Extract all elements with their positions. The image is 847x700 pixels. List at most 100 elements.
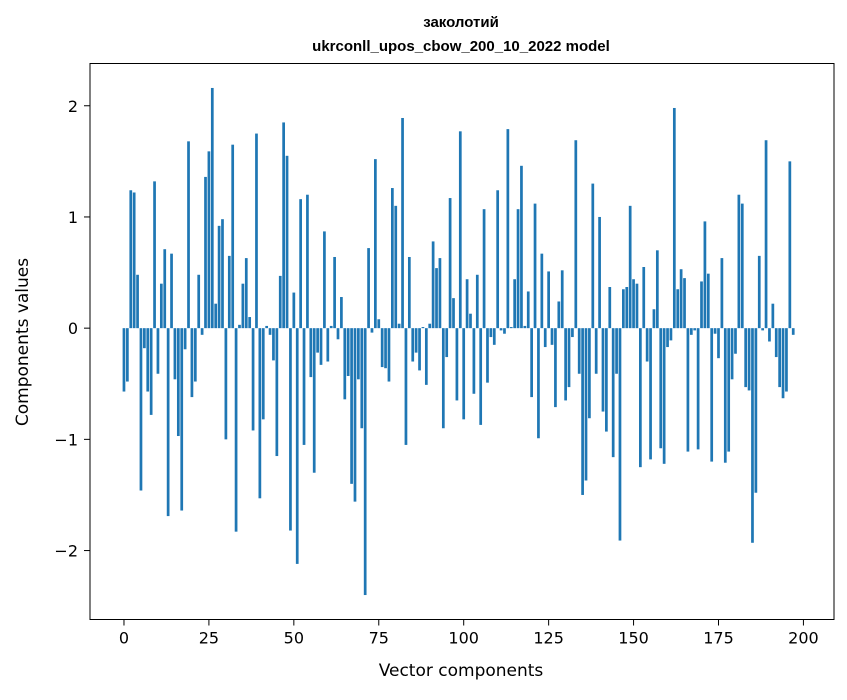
bar-52 [299,199,302,329]
bar-89 [424,328,428,385]
bar-179 [730,328,734,380]
bar-84 [407,256,411,329]
bar-11 [159,283,163,329]
bar-167 [689,328,693,335]
bar-171 [703,221,707,329]
bar-152 [639,328,642,468]
bar-63 [336,328,340,340]
bar-18 [183,328,187,350]
bar-48 [285,155,289,329]
chart-title: заколотий [423,14,499,31]
bar-155 [649,328,652,460]
bar-121 [533,203,537,329]
bar-186 [754,328,758,493]
bar-68 [353,328,357,502]
bar-187 [757,255,761,329]
bar-195 [785,328,788,392]
bar-132 [571,328,574,338]
y-tick-label: 2 [68,97,78,116]
bar-125 [547,271,550,329]
bar-128 [557,301,561,329]
bar-22 [197,274,201,329]
bar-42 [265,325,269,329]
bar-4 [136,274,139,329]
bar-53 [302,328,306,445]
bar-123 [540,253,544,329]
bar-29 [221,219,224,329]
x-tick-label: 150 [618,629,649,648]
bar-196 [788,161,792,329]
bar-150 [632,279,635,329]
bar-54 [306,194,309,329]
bar-117 [520,165,523,329]
bar-93 [438,258,442,329]
bar-88 [421,327,425,329]
plot-frame [89,63,835,620]
bar-142 [605,328,608,432]
bar-184 [747,328,751,391]
bar-108 [489,328,493,338]
bar-107 [486,328,489,383]
bar-3 [132,192,136,329]
bar-5 [139,328,143,491]
bar-144 [611,328,615,458]
bar-83 [404,328,408,445]
bar-94 [441,328,445,429]
x-tick-label: 75 [369,629,389,648]
bar-70 [360,328,364,429]
bar-58 [319,328,323,365]
bar-43 [268,328,272,335]
bar-137 [588,328,591,419]
bar-168 [693,328,697,331]
bar-164 [679,269,683,329]
bar-139 [594,328,598,374]
x-tick-label: 175 [703,629,734,648]
bar-87 [418,328,421,371]
y-tick-label: −1 [54,430,78,449]
bar-178 [727,328,731,452]
bar-190 [768,328,771,342]
bar-44 [272,328,275,361]
bar-181 [737,194,741,329]
bar-193 [778,328,781,388]
bar-122 [537,328,540,439]
bar-30 [224,328,228,440]
bar-1 [126,328,129,382]
bar-170 [700,281,703,329]
bar-75 [377,319,381,329]
bar-149 [628,205,632,329]
x-tick-label: 50 [284,629,304,648]
y-tick-label: 1 [68,208,78,227]
bar-15 [173,328,177,380]
bar-104 [475,274,479,329]
x-tick-label: 0 [119,629,129,648]
bar-21 [193,328,197,382]
bar-173 [710,328,714,462]
bar-95 [445,328,449,358]
bar-97 [452,298,455,329]
bar-153 [642,267,646,329]
bar-62 [333,256,336,329]
bar-175 [717,328,720,359]
bar-103 [472,328,476,394]
bar-111 [499,328,503,331]
x-tick-label: 200 [788,629,819,648]
bar-45 [275,328,279,457]
bar-99 [458,131,462,329]
bar-80 [394,205,398,329]
bar-19 [187,141,190,329]
bar-92 [435,268,438,329]
bar-12 [163,249,167,329]
bar-166 [686,328,690,452]
bar-159 [662,328,666,464]
bar-57 [316,328,319,353]
bar-112 [503,328,506,334]
bar-116 [516,209,520,329]
bar-40 [258,328,262,499]
bar-50 [292,292,296,329]
bar-31 [227,255,231,329]
bar-174 [713,328,717,334]
bar-172 [706,273,710,329]
bar-98 [455,328,459,401]
